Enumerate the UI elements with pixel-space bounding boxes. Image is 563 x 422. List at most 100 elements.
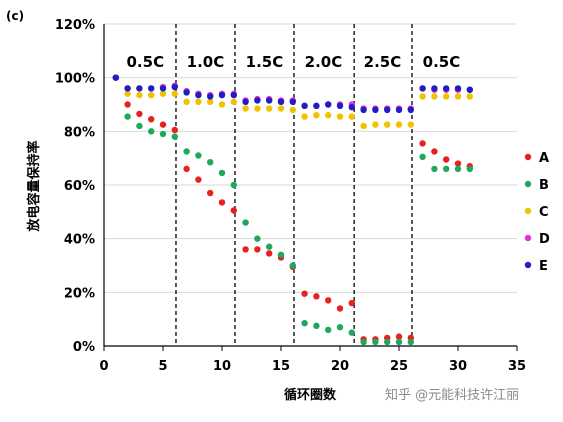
- data-point-b: [466, 165, 473, 173]
- watermark: 知乎 @元能科技许江丽: [385, 387, 519, 403]
- rate-label: 2.5C: [364, 53, 402, 71]
- data-point-c: [124, 90, 131, 97]
- data-point-e: [171, 83, 178, 91]
- data-point-c: [159, 90, 167, 97]
- data-point-e: [242, 98, 249, 106]
- legend-marker-a: [524, 153, 532, 161]
- y-tick-label: 20%: [64, 286, 95, 301]
- data-point-b: [384, 338, 391, 346]
- data-point-b: [159, 130, 167, 138]
- data-point-c: [313, 112, 320, 119]
- data-point-a: [325, 297, 332, 304]
- data-point-c: [466, 93, 473, 100]
- data-point-b: [289, 262, 296, 269]
- data-point-e: [348, 103, 355, 111]
- rate-label-layer: 0.5C 1.0C 1.5C 2.0C 2.5C 0.5C: [127, 53, 461, 71]
- data-point-e: [230, 91, 237, 99]
- legend-label-a: A: [539, 151, 549, 166]
- data-point-e: [289, 98, 296, 106]
- x-tick-label: 15: [272, 359, 290, 374]
- data-point-b: [171, 133, 178, 140]
- y-tick-label: 40%: [64, 233, 95, 248]
- data-point-a: [254, 246, 261, 253]
- data-point-e: [325, 101, 332, 108]
- data-point-b: [124, 113, 131, 120]
- tick-label-layer: 0% 20% 40% 60% 80% 100% 120% 0 5 10 15 20 25 30 35: [55, 18, 526, 374]
- y-tick-label: 100%: [55, 72, 95, 87]
- data-point-b: [336, 324, 344, 331]
- data-point-e: [384, 106, 391, 114]
- data-point-c: [443, 93, 450, 100]
- data-point-b: [407, 338, 414, 346]
- data-point-e: [254, 97, 261, 104]
- data-point-b: [419, 153, 426, 161]
- data-point-a: [230, 207, 237, 214]
- data-point-b: [443, 165, 450, 173]
- data-point-e: [419, 85, 426, 92]
- x-tick-label: 5: [158, 359, 167, 374]
- data-point-c: [336, 113, 344, 120]
- data-point-e: [431, 85, 438, 92]
- data-point-b: [254, 235, 261, 242]
- y-tick-label: 120%: [55, 18, 95, 33]
- data-point-b: [277, 251, 285, 258]
- data-point-a: [195, 176, 202, 183]
- legend-marker-b: [524, 180, 532, 188]
- data-point-c: [419, 93, 426, 100]
- data-point-b: [183, 148, 190, 155]
- data-point-c: [395, 121, 403, 128]
- data-point-c: [431, 93, 438, 100]
- data-point-a: [148, 116, 155, 123]
- data-point-e: [454, 85, 462, 92]
- data-point-a: [395, 333, 403, 340]
- data-point-a: [454, 160, 462, 167]
- data-point-a: [171, 126, 178, 134]
- data-point-e: [372, 106, 379, 114]
- x-tick-label: 10: [213, 359, 231, 374]
- data-point-c: [289, 106, 296, 114]
- data-point-e: [218, 91, 226, 99]
- panel-label: (c): [6, 9, 24, 23]
- data-point-b: [242, 219, 249, 226]
- data-point-c: [384, 121, 391, 128]
- data-point-b: [266, 243, 273, 250]
- data-point-b: [325, 326, 332, 334]
- data-point-a: [301, 290, 308, 297]
- data-point-e: [195, 91, 202, 99]
- x-axis-title: 循环圈数: [284, 387, 337, 403]
- data-point-c: [136, 91, 143, 99]
- data-point-e: [407, 106, 414, 114]
- rate-label: 0.5C: [423, 53, 461, 71]
- data-point-c: [454, 93, 462, 100]
- data-point-e: [360, 106, 367, 114]
- data-point-a: [313, 293, 320, 300]
- data-point-a: [207, 189, 214, 197]
- data-point-a: [242, 246, 249, 253]
- x-tick-label: 30: [449, 359, 467, 374]
- data-point-c: [325, 112, 332, 119]
- data-point-b: [372, 338, 379, 346]
- data-point-a: [266, 250, 273, 257]
- data-point-e: [266, 97, 273, 104]
- data-point-b: [136, 122, 143, 130]
- y-tick-label: 60%: [64, 179, 95, 194]
- data-point-c: [207, 98, 214, 106]
- data-point-c: [360, 122, 367, 130]
- legend-label-b: B: [539, 178, 549, 193]
- data-point-b: [313, 322, 320, 330]
- data-point-a: [183, 165, 190, 173]
- x-tick-label: 0: [99, 359, 108, 374]
- data-point-c: [254, 105, 261, 112]
- data-point-e: [313, 102, 320, 110]
- data-point-b: [360, 338, 367, 346]
- data-point-e: [183, 89, 190, 96]
- data-point-c: [230, 98, 237, 106]
- data-point-e: [112, 74, 120, 81]
- x-tick-label: 25: [390, 359, 408, 374]
- data-point-e: [159, 85, 167, 92]
- legend-label-e: E: [539, 259, 548, 274]
- data-point-e: [336, 102, 344, 110]
- legend-marker-d: [524, 234, 532, 242]
